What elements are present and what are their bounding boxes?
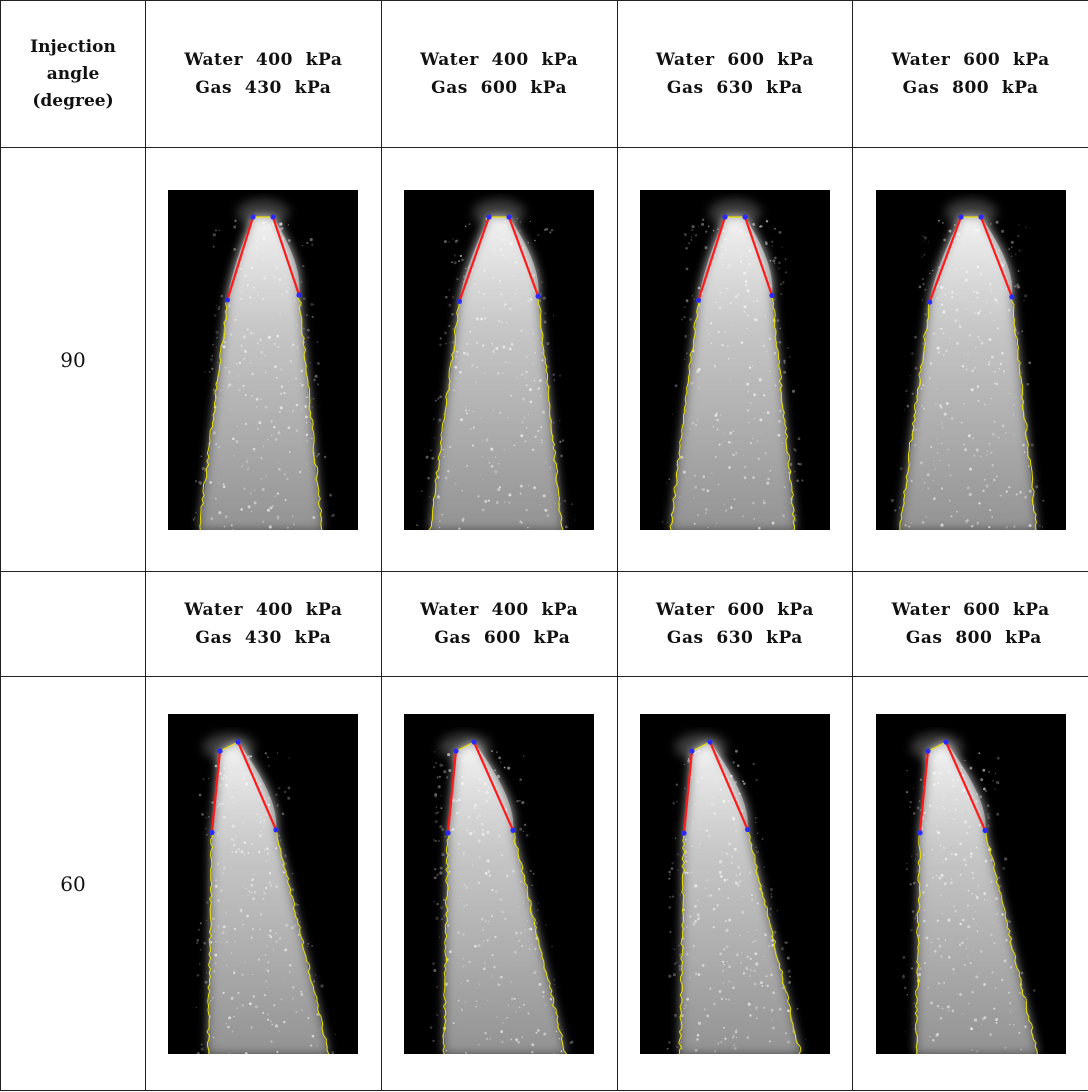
injection-angle-header: Injection angle (degree) (0, 0, 146, 148)
spray-image (404, 713, 595, 1054)
spray-image (875, 713, 1066, 1054)
gas-pressure-label: Gas 600 kPa (427, 628, 571, 648)
gas-pressure-label: Gas 430 kPa (195, 628, 332, 648)
water-pressure-label: Water 400 kPa (184, 600, 343, 620)
header-line-3: (degree) (32, 90, 114, 111)
spray-image-cell (852, 676, 1088, 1091)
spray-image-cell (852, 147, 1088, 572)
gas-pressure-label: Gas 800 kPa (902, 78, 1039, 98)
condition-header: Water 400 kPa Gas 430 kPa (145, 571, 382, 677)
spray-image (168, 189, 359, 530)
spray-image (168, 713, 359, 1054)
spray-image (639, 713, 830, 1054)
water-pressure-label: Water 400 kPa (420, 50, 579, 70)
empty-header-cell (0, 571, 146, 677)
spray-image-cell (380, 676, 618, 1091)
gas-pressure-label: Gas 800 kPa (899, 628, 1042, 648)
condition-header: Water 600 kPa Gas 630 kPa (616, 0, 854, 148)
condition-header: Water 400 kPa Gas 430 kPa (145, 0, 382, 148)
angle-value: 90 (60, 347, 86, 372)
gas-pressure-label: Gas 430 kPa (195, 78, 332, 98)
gas-pressure-label: Gas 630 kPa (666, 628, 803, 648)
header-line-1: Injection (30, 36, 116, 57)
water-pressure-label: Water 400 kPa (420, 600, 579, 620)
spray-image-cell (145, 147, 382, 572)
water-pressure-label: Water 600 kPa (655, 50, 814, 70)
header-row: Injection angle (degree) Water 400 kPa G… (0, 0, 1088, 148)
water-pressure-label: Water 600 kPa (891, 600, 1050, 620)
condition-header: Water 400 kPa Gas 600 kPa (380, 571, 618, 677)
angle-value: 60 (60, 871, 86, 896)
condition-header: Water 600 kPa Gas 800 kPa (852, 571, 1088, 677)
gas-pressure-label: Gas 630 kPa (666, 78, 803, 98)
water-pressure-label: Water 400 kPa (184, 50, 343, 70)
spray-image-cell (380, 147, 618, 572)
angle-cell: 90 (0, 147, 146, 572)
condition-header: Water 600 kPa Gas 630 kPa (616, 571, 854, 677)
header-row-2: Water 400 kPa Gas 430 kPa Water 400 kPa … (0, 571, 1088, 677)
spray-image (404, 189, 595, 530)
spray-image-cell (616, 147, 854, 572)
gas-pressure-label: Gas 600 kPa (431, 78, 568, 98)
spray-image-cell (145, 676, 382, 1091)
angle-cell: 60 (0, 676, 146, 1091)
spray-row-60: 60 (0, 676, 1088, 1091)
condition-header: Water 600 kPa Gas 800 kPa (852, 0, 1088, 148)
condition-header: Water 400 kPa Gas 600 kPa (380, 0, 618, 148)
spray-image (639, 189, 830, 530)
water-pressure-label: Water 600 kPa (891, 50, 1050, 70)
spray-image (875, 189, 1066, 530)
spray-image-cell (616, 676, 854, 1091)
header-line-2: angle (46, 63, 100, 84)
spray-row-90: 90 (0, 147, 1088, 572)
water-pressure-label: Water 600 kPa (655, 600, 814, 620)
